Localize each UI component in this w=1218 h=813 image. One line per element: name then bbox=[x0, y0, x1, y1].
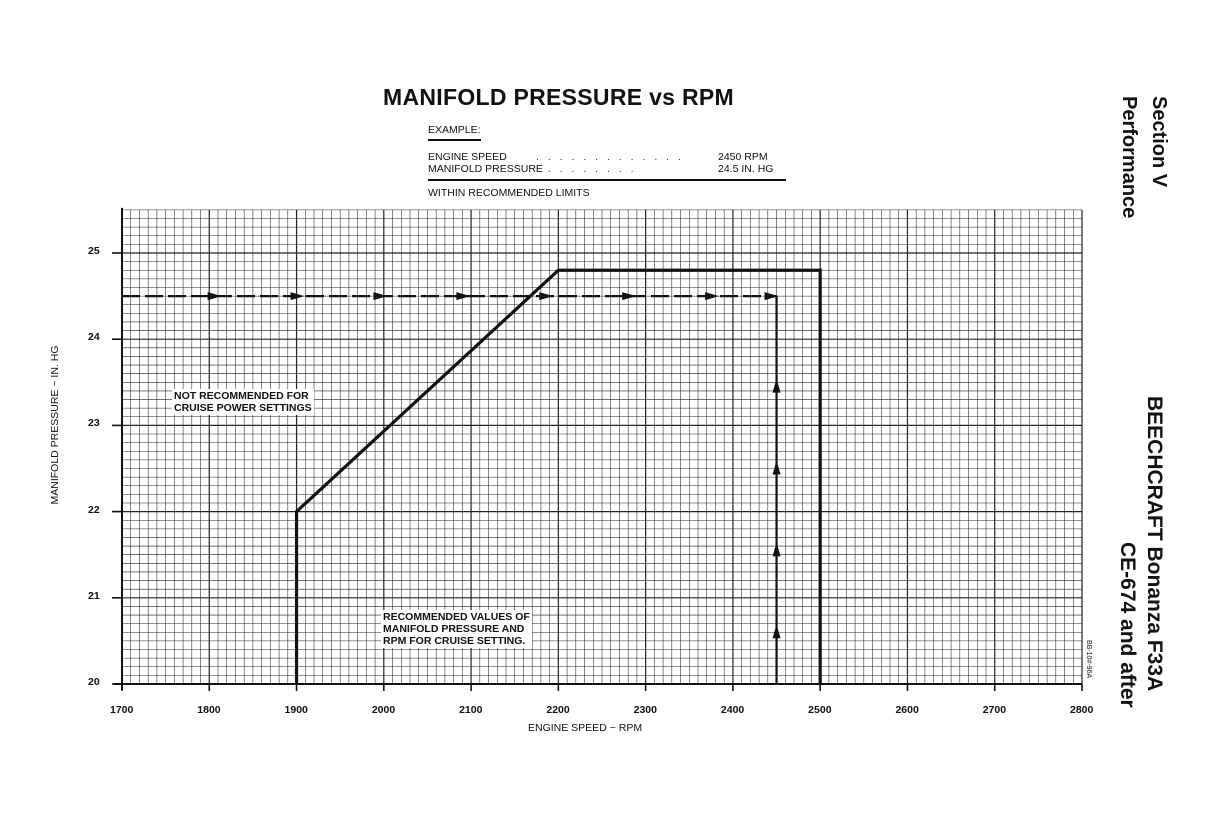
x-tick-label: 1700 bbox=[110, 704, 134, 716]
arrowhead-right bbox=[705, 292, 720, 301]
arrowhead-right bbox=[373, 292, 388, 301]
x-tick-label: 2300 bbox=[633, 704, 657, 716]
y-tick-label: 20 bbox=[88, 676, 100, 688]
arrowhead-right bbox=[622, 292, 637, 301]
arrowhead-right bbox=[764, 292, 779, 301]
y-tick-label: 24 bbox=[88, 331, 100, 344]
note-line: CRUISE POWER SETTINGS bbox=[174, 402, 312, 414]
y-tick-label: 23 bbox=[88, 417, 100, 430]
section-name-label: Performance bbox=[1118, 96, 1140, 219]
arrowhead-right bbox=[456, 292, 471, 301]
x-tick-label: 2600 bbox=[895, 704, 919, 716]
note-line: MANIFOLD PRESSURE AND bbox=[383, 623, 525, 635]
y-tick-label: 25 bbox=[88, 245, 100, 257]
example-row-label: MANIFOLD PRESSURE bbox=[428, 163, 543, 175]
note-recommended: RECOMMENDED VALUES OF MANIFOLD PRESSURE … bbox=[381, 610, 532, 648]
example-row-dots: . . . . . . . . . . . . . bbox=[536, 151, 684, 163]
note-not-recommended: NOT RECOMMENDED FOR CRUISE POWER SETTING… bbox=[172, 389, 314, 415]
example-path-layer bbox=[122, 292, 781, 684]
x-tick-label: 2800 bbox=[1070, 704, 1094, 716]
note-line: NOT RECOMMENDED FOR bbox=[174, 390, 309, 402]
series-layer bbox=[294, 268, 822, 684]
example-row-label: ENGINE SPEED bbox=[428, 151, 507, 163]
arrowhead-up bbox=[772, 542, 781, 557]
serial-range-label: CE-674 and after bbox=[1116, 542, 1139, 708]
x-axis-label: ENGINE SPEED ~ RPM bbox=[528, 722, 643, 734]
figure-code: BB-10#-96A bbox=[1085, 640, 1092, 679]
x-tick-label: 2700 bbox=[982, 704, 1007, 716]
example-row-manifold-pressure: MANIFOLD PRESSURE . . . . . . . . . 24.5… bbox=[428, 163, 788, 175]
chart-axes bbox=[112, 207, 1083, 691]
arrowhead-up bbox=[772, 460, 781, 475]
aircraft-model-label: BEECHCRAFT Bonanza F33A bbox=[1143, 396, 1166, 692]
arrowhead-up bbox=[772, 378, 781, 393]
example-row-dots: . . . . . . . . . bbox=[536, 163, 637, 175]
example-divider bbox=[428, 179, 786, 181]
arrowhead-up bbox=[772, 624, 781, 639]
recommended-limit-line bbox=[294, 268, 822, 684]
note-line: RPM FOR CRUISE SETTING. bbox=[383, 635, 526, 647]
y-axis-label: MANIFOLD PRESSURE ~ IN. HG bbox=[49, 345, 61, 505]
x-tick-label: 2400 bbox=[720, 704, 745, 716]
example-row-engine-speed: ENGINE SPEED . . . . . . . . . . . . . 2… bbox=[428, 151, 788, 163]
x-tick-label: 1800 bbox=[197, 704, 221, 716]
section-label: Section V bbox=[1148, 96, 1170, 188]
y-tick-label: 22 bbox=[88, 503, 100, 516]
x-tick-label: 2100 bbox=[459, 704, 483, 716]
example-box: EXAMPLE: ENGINE SPEED . . . . . . . . . … bbox=[428, 124, 788, 199]
arrowhead-right bbox=[539, 292, 554, 301]
x-tick-label: 2000 bbox=[371, 704, 396, 716]
example-row-value: 2450 RPM bbox=[718, 151, 768, 163]
note-line: RECOMMENDED VALUES OF bbox=[383, 611, 530, 623]
arrowhead-right bbox=[290, 292, 305, 301]
example-row-value: 24.5 IN. HG bbox=[718, 163, 774, 175]
example-verdict: WITHIN RECOMMENDED LIMITS bbox=[428, 187, 590, 199]
y-tick-label: 21 bbox=[88, 589, 100, 602]
grid-minor bbox=[122, 209, 1082, 684]
x-tick-label: 2200 bbox=[546, 704, 570, 716]
example-label: EXAMPLE: bbox=[428, 124, 481, 141]
x-tick-label: 1900 bbox=[284, 704, 308, 716]
x-tick-label: 2500 bbox=[808, 704, 832, 716]
chart-title: MANIFOLD PRESSURE vs RPM bbox=[383, 84, 734, 110]
arrowhead-right bbox=[207, 292, 222, 301]
